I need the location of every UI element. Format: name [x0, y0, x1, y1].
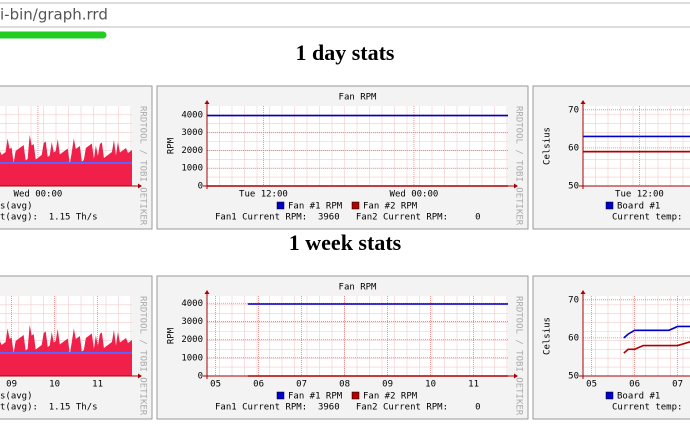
y-tick-label: 2000: [181, 335, 203, 345]
credit: RRDTOOL / TOBI OETIKER: [514, 106, 524, 226]
legend-text: s(avg): [0, 392, 33, 402]
area: [0, 325, 132, 376]
arrow: [138, 183, 142, 189]
legend-swatch: [351, 391, 360, 400]
y-tick-label: 1000: [181, 353, 203, 363]
legend-text: Fan #1 RPM: [288, 392, 343, 402]
panel-title: Fan RPM: [339, 93, 378, 103]
plot-area: [583, 106, 690, 186]
panel-title: Fan RPM: [339, 283, 378, 293]
y-tick-label: 3000: [181, 317, 203, 327]
y-axis-label: Celsius: [543, 127, 553, 165]
footer-text: Current temp:: [612, 403, 682, 413]
credit: RRDTOOL / TOBI OETIKER: [138, 296, 148, 416]
x-tick-label: 05: [210, 380, 221, 390]
x-tick-label: 05: [586, 380, 597, 390]
series-line: [623, 341, 690, 354]
y-tick-label: 0: [198, 372, 203, 382]
x-tick-label: 10: [425, 380, 436, 390]
legend-text: Board #1: [617, 392, 660, 402]
address-bar[interactable]: [0, 2, 690, 28]
y-tick-label: 4000: [181, 299, 203, 309]
footer-text: Current temp:: [612, 213, 682, 223]
graph-panel: BoardRRDTOOL / TOBI OETIKER050607506070C…: [532, 275, 690, 420]
plot-area: [207, 296, 508, 376]
x-tick-label: Wed 00:00: [390, 190, 439, 200]
y-tick-label: 50: [568, 372, 579, 382]
legend-swatch: [276, 391, 285, 400]
footer-text: Fan1 Current RPM: 3960 Fan2 Current RPM:…: [215, 213, 481, 223]
footer-text: t(avg): 1.15 Th/s: [0, 403, 98, 413]
x-tick-label: 11: [468, 380, 479, 390]
footer-text: t(avg): 1.15 Th/s: [0, 213, 98, 223]
x-tick-label: 08: [339, 380, 350, 390]
x-tick-label: Wed 00:00: [14, 190, 63, 200]
url: i-bin/graph.rrd: [0, 6, 108, 24]
legend-text: Fan #2 RPM: [363, 392, 418, 402]
y-tick-label: 4000: [181, 110, 203, 120]
y-tick-label: 2000: [181, 146, 203, 156]
legend-text: s(avg): [0, 202, 33, 212]
x-tick-label: 06: [253, 380, 264, 390]
x-tick-label: 07: [672, 380, 683, 390]
x-tick-label: Tue 12:00: [239, 190, 288, 200]
x-tick-label: 10: [49, 380, 60, 390]
arrow: [580, 100, 586, 104]
plot-area: [207, 106, 508, 186]
arrow: [138, 373, 142, 379]
legend-text: Fan #1 RPM: [288, 202, 343, 212]
y-axis-label: Celsius: [543, 317, 553, 355]
y-tick-label: 70: [568, 105, 579, 115]
legend-swatch: [605, 391, 614, 400]
y-axis-label: RPM: [167, 137, 177, 154]
y-tick-label: 0: [198, 182, 203, 192]
y-axis-label: RPM: [167, 327, 177, 344]
y-tick-label: 60: [568, 333, 579, 343]
x-tick-label: 09: [382, 380, 393, 390]
x-tick-label: 07: [296, 380, 307, 390]
legend-text: Fan #2 RPM: [363, 202, 418, 212]
plot-area: [583, 296, 690, 376]
section-heading: 1 week stats: [289, 230, 402, 255]
legend-swatch: [276, 201, 285, 210]
x-tick-label: Tue 12:00: [615, 190, 664, 200]
y-tick-label: 1000: [181, 164, 203, 174]
series-line: [623, 325, 690, 339]
x-tick-label: 11: [92, 380, 103, 390]
area: [0, 135, 132, 186]
graph-panel: Fan RPM RRDTOOL / TOBI OETIKER Tue 12:00 We…: [156, 85, 529, 230]
legend-swatch: [351, 201, 360, 210]
y-tick-label: 50: [568, 182, 579, 192]
x-tick-label: 06: [629, 380, 640, 390]
footer-text: Fan1 Current RPM: 3960 Fan2 Current RPM:…: [215, 403, 481, 413]
legend-text: Board #1: [617, 202, 660, 212]
legend-swatch: [605, 201, 614, 210]
y-tick-label: 70: [568, 295, 579, 305]
section-heading: 1 day stats: [295, 40, 394, 65]
y-tick-label: 60: [568, 143, 579, 153]
graph-panel: Fan RPM RRDTOOL / TOBI OETIKER 05 06 07 08 09 1…: [156, 275, 529, 420]
credit: RRDTOOL / TOBI OETIKER: [514, 296, 524, 416]
credit: RRDTOOL / TOBI OETIKER: [138, 106, 148, 226]
graph-panel: edRRDTOOL / TOBI OETIKER091011s(avg)t(av…: [0, 275, 153, 420]
arrow: [580, 290, 586, 294]
x-tick-label: 09: [6, 380, 17, 390]
y-tick-label: 3000: [181, 128, 203, 138]
